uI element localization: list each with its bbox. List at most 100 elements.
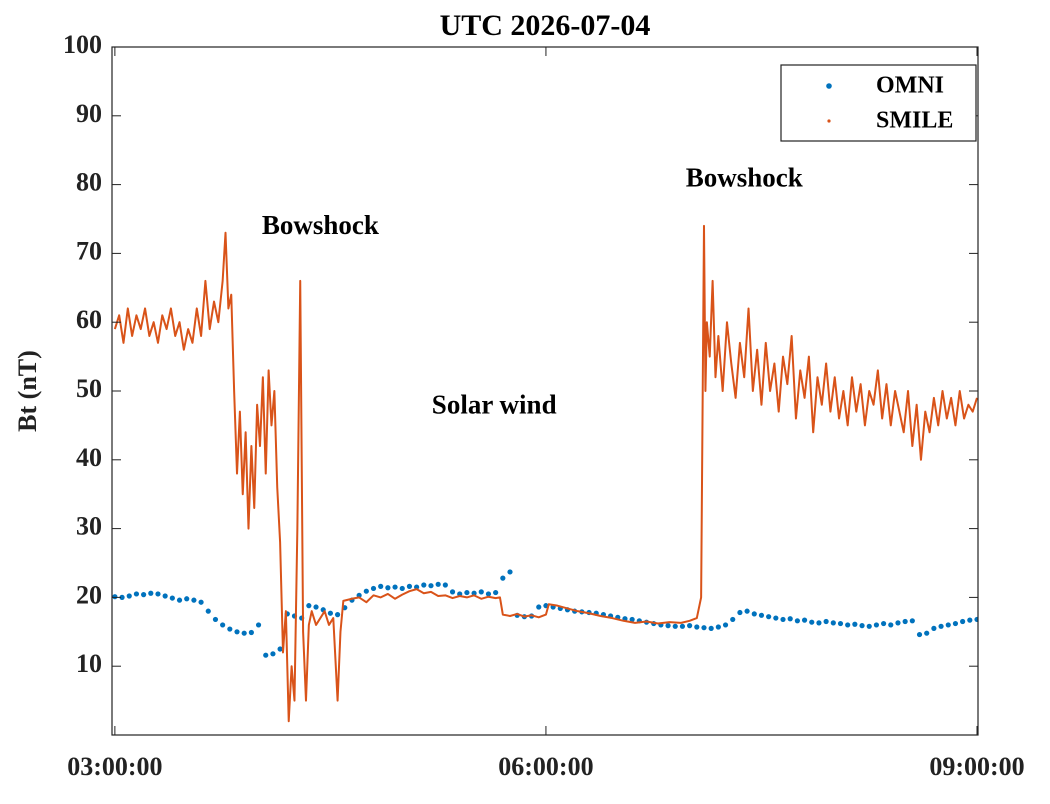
- data-point: [334, 612, 341, 618]
- data-point: [270, 651, 276, 657]
- data-point: [392, 584, 398, 590]
- y-tick-label: 100: [63, 30, 102, 59]
- data-point: [665, 623, 671, 629]
- data-point: [414, 584, 420, 590]
- data-point: [277, 646, 283, 652]
- annotation: Bowshock: [686, 163, 803, 193]
- data-point: [327, 610, 334, 616]
- y-axis-label: Bt (nT): [13, 350, 42, 432]
- data-point: [880, 620, 887, 627]
- data-point: [967, 617, 973, 623]
- y-tick-label: 10: [76, 649, 102, 678]
- data-point: [406, 583, 413, 589]
- x-tick-label: 06:00:00: [498, 752, 593, 781]
- data-point: [809, 619, 815, 625]
- data-point: [952, 620, 959, 627]
- series-line: [113, 224, 978, 723]
- data-point: [133, 591, 140, 597]
- data-point: [536, 604, 542, 610]
- data-point: [945, 622, 951, 628]
- data-point: [313, 604, 319, 610]
- data-point: [974, 616, 978, 623]
- data-point: [758, 612, 765, 618]
- y-tick-label: 50: [76, 374, 102, 403]
- data-point: [248, 629, 254, 636]
- data-point: [399, 585, 405, 592]
- data-point: [485, 591, 492, 597]
- x-tick-label: 09:00:00: [929, 752, 1024, 781]
- data-point: [435, 581, 441, 587]
- data-point: [859, 623, 865, 629]
- data-point: [924, 630, 930, 636]
- data-point: [895, 620, 901, 626]
- data-point: [141, 592, 147, 598]
- annotation: Bowshock: [262, 210, 379, 240]
- data-point: [464, 589, 470, 596]
- data-point: [787, 616, 793, 622]
- y-tick-label: 90: [76, 99, 102, 128]
- data-point: [363, 588, 369, 594]
- data-point: [306, 603, 312, 609]
- data-point: [234, 629, 240, 635]
- y-tick-label: 20: [76, 580, 102, 609]
- data-point: [220, 622, 226, 628]
- data-point: [184, 596, 190, 602]
- data-point: [421, 582, 427, 588]
- data-point: [162, 593, 168, 599]
- chart-title: UTC 2026-07-04: [440, 9, 651, 42]
- y-tick-label: 70: [76, 236, 102, 265]
- data-point: [449, 589, 456, 595]
- legend-box: [780, 64, 977, 142]
- data-point: [744, 608, 750, 614]
- x-tick-label: 03:00:00: [67, 752, 162, 781]
- data-point: [112, 594, 118, 600]
- data-point: [629, 616, 635, 623]
- data-point: [255, 622, 262, 628]
- data-point: [191, 597, 197, 603]
- data-point: [212, 616, 219, 623]
- data-point: [845, 622, 851, 628]
- y-tick-label: 80: [76, 168, 102, 197]
- data-point: [708, 625, 714, 631]
- data-point: [938, 623, 944, 629]
- data-point: [730, 616, 736, 623]
- data-point: [428, 583, 434, 589]
- data-point: [169, 595, 175, 601]
- data-point: [155, 591, 161, 597]
- y-tick-label: 60: [76, 305, 102, 334]
- data-point: [205, 608, 211, 614]
- data-point: [493, 589, 499, 596]
- data-point: [126, 593, 132, 599]
- data-point: [500, 575, 506, 581]
- data-point: [471, 590, 477, 596]
- data-point: [823, 618, 829, 625]
- legend-label: SMILE: [876, 108, 953, 134]
- data-point: [227, 626, 233, 632]
- data-point: [902, 618, 908, 625]
- data-point: [873, 622, 880, 628]
- series-layer: [112, 224, 978, 723]
- data-point: [852, 621, 858, 627]
- data-point: [385, 585, 391, 591]
- legend-marker: [826, 83, 832, 89]
- data-point: [888, 622, 894, 628]
- data-point: [794, 618, 800, 624]
- data-point: [694, 624, 700, 630]
- data-point: [816, 620, 822, 626]
- data-point: [801, 617, 808, 623]
- data-point: [931, 625, 937, 631]
- plot-area: [112, 224, 978, 723]
- data-point: [916, 631, 923, 638]
- data-point: [837, 620, 844, 627]
- data-point: [241, 630, 247, 636]
- data-point: [176, 597, 183, 603]
- data-point: [737, 609, 743, 616]
- data-point: [119, 594, 125, 601]
- data-point: [751, 611, 757, 617]
- data-point: [687, 623, 693, 629]
- data-point: [715, 624, 721, 630]
- data-point: [507, 569, 513, 575]
- data-point: [442, 582, 448, 588]
- data-point: [478, 589, 484, 595]
